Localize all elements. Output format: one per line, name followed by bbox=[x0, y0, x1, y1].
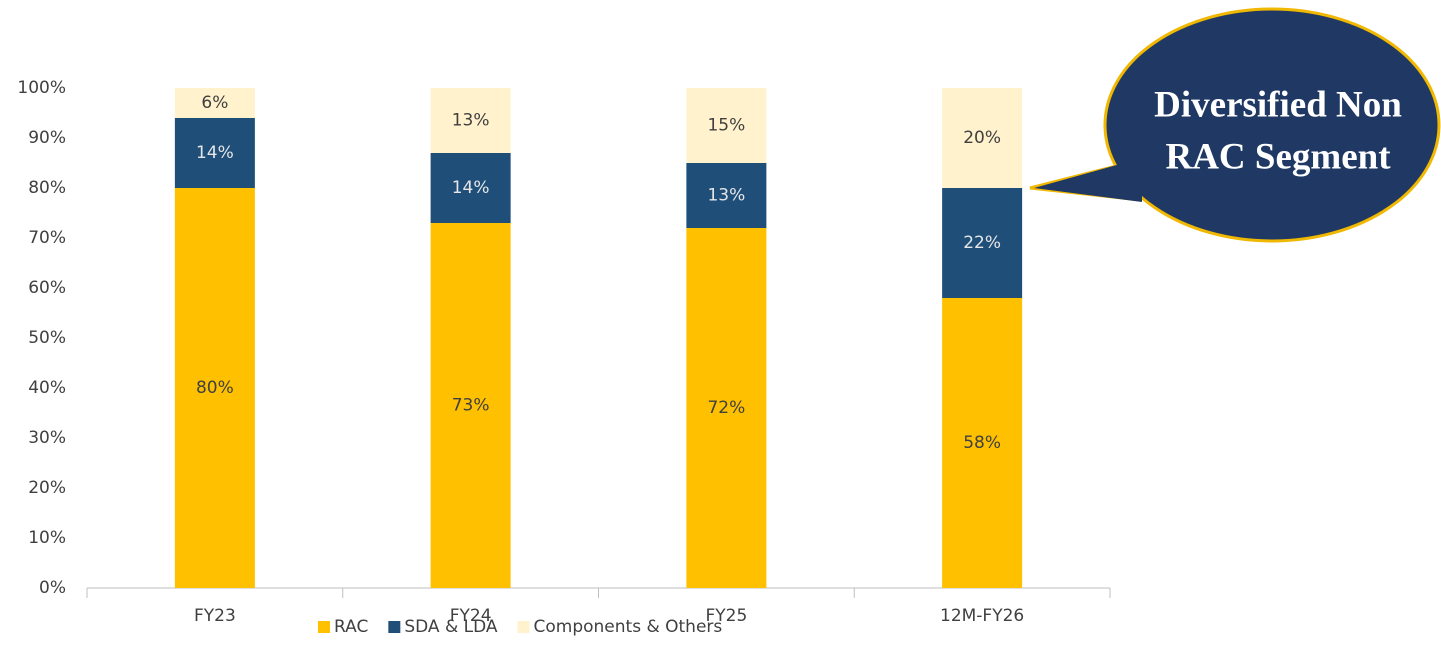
legend-swatch bbox=[318, 621, 330, 633]
data-label: 73% bbox=[452, 396, 490, 416]
y-tick-label: 20% bbox=[28, 478, 66, 498]
data-label: 80% bbox=[196, 378, 234, 398]
legend-label: Components & Others bbox=[534, 617, 723, 637]
y-tick-label: 90% bbox=[28, 128, 66, 148]
bar-segment bbox=[942, 188, 1023, 298]
data-label: 72% bbox=[707, 398, 745, 418]
bar-segment bbox=[430, 153, 511, 223]
y-tick-label: 60% bbox=[28, 278, 66, 298]
bar-segment bbox=[686, 163, 767, 228]
y-tick-label: 50% bbox=[28, 328, 66, 348]
data-label: 58% bbox=[963, 433, 1001, 453]
data-label: 15% bbox=[707, 116, 745, 136]
legend-label: SDA & LDA bbox=[404, 617, 498, 637]
legend-swatch bbox=[517, 621, 530, 633]
data-label: 14% bbox=[196, 143, 234, 163]
y-tick-label: 40% bbox=[28, 378, 66, 398]
legend-label: RAC bbox=[334, 617, 368, 637]
callout-bubble bbox=[1103, 7, 1441, 243]
y-tick-label: 70% bbox=[28, 228, 66, 248]
data-label: 22% bbox=[963, 233, 1001, 253]
data-label: 13% bbox=[452, 111, 490, 131]
callout-seam bbox=[1034, 158, 1142, 202]
y-tick-label: 10% bbox=[28, 528, 66, 548]
x-tick-label: FY23 bbox=[194, 606, 236, 626]
y-tick-label: 100% bbox=[17, 78, 66, 98]
bar-segment bbox=[174, 118, 255, 188]
data-label: 20% bbox=[963, 128, 1001, 148]
y-tick-label: 80% bbox=[28, 178, 66, 198]
bar-segment bbox=[686, 88, 767, 163]
data-label: 13% bbox=[707, 186, 745, 206]
x-tick-label: 12M-FY26 bbox=[940, 606, 1024, 626]
bar-segment bbox=[430, 223, 511, 588]
legend-swatch bbox=[388, 621, 401, 633]
x-tick-label: FY24 bbox=[450, 606, 492, 626]
bar-segment bbox=[686, 228, 767, 588]
bar-segment bbox=[174, 88, 255, 118]
x-tick-label: FY25 bbox=[705, 606, 747, 626]
bar-segment bbox=[430, 88, 511, 153]
bar-segment bbox=[174, 188, 255, 588]
annotation: RAC Segment bbox=[1165, 136, 1391, 177]
y-tick-label: 0% bbox=[39, 578, 66, 598]
data-label: 6% bbox=[201, 93, 228, 113]
bar-segment bbox=[942, 298, 1023, 588]
bar-segment bbox=[942, 88, 1023, 188]
annotation: Diversified Non bbox=[1154, 84, 1402, 125]
data-label: 14% bbox=[452, 178, 490, 198]
y-tick-label: 30% bbox=[28, 428, 66, 448]
